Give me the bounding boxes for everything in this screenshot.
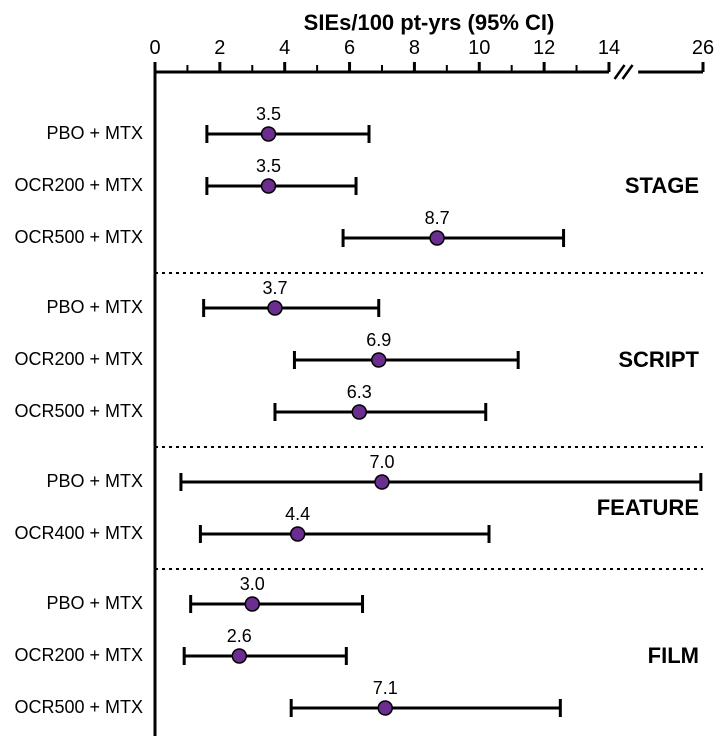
svg-text:8: 8 xyxy=(409,37,420,59)
svg-text:6.3: 6.3 xyxy=(347,382,372,402)
svg-text:12: 12 xyxy=(533,37,555,59)
svg-text:FEATURE: FEATURE xyxy=(597,495,699,520)
svg-text:OCR500 + MTX: OCR500 + MTX xyxy=(14,401,143,421)
svg-text:FILM: FILM xyxy=(648,643,699,668)
svg-text:0: 0 xyxy=(149,37,160,59)
svg-text:3.5: 3.5 xyxy=(256,156,281,176)
svg-text:3.5: 3.5 xyxy=(256,104,281,124)
svg-text:3.0: 3.0 xyxy=(240,574,265,594)
svg-text:7.0: 7.0 xyxy=(369,452,394,472)
svg-text:3.7: 3.7 xyxy=(262,278,287,298)
svg-text:PBO + MTX: PBO + MTX xyxy=(46,593,143,613)
svg-text:SIEs/100 pt-yrs (95% CI): SIEs/100 pt-yrs (95% CI) xyxy=(304,10,555,35)
svg-text:OCR200 + MTX: OCR200 + MTX xyxy=(14,645,143,665)
svg-text:PBO + MTX: PBO + MTX xyxy=(46,471,143,491)
svg-text:7.1: 7.1 xyxy=(373,678,398,698)
forest-plot-svg: SIEs/100 pt-yrs (95% CI) 0 2 4 6 8 10 12 14 26 PBO… xyxy=(0,0,728,736)
svg-text:8.7: 8.7 xyxy=(425,208,450,228)
svg-text:SCRIPT: SCRIPT xyxy=(618,347,699,372)
svg-text:6: 6 xyxy=(344,37,355,59)
svg-text:4.4: 4.4 xyxy=(285,504,310,524)
svg-text:2.6: 2.6 xyxy=(227,626,252,646)
svg-text:14: 14 xyxy=(598,37,620,59)
svg-text:STAGE: STAGE xyxy=(625,173,699,198)
svg-text:26: 26 xyxy=(692,37,714,59)
svg-text:OCR500 + MTX: OCR500 + MTX xyxy=(14,227,143,247)
svg-text:OCR200 + MTX: OCR200 + MTX xyxy=(14,349,143,369)
svg-text:OCR500 + MTX: OCR500 + MTX xyxy=(14,697,143,717)
forest-plot: SIEs/100 pt-yrs (95% CI) 0 2 4 6 8 10 12 14 26 PBO… xyxy=(0,0,728,736)
svg-text:OCR400 + MTX: OCR400 + MTX xyxy=(14,523,143,543)
svg-text:OCR200 + MTX: OCR200 + MTX xyxy=(14,175,143,195)
svg-text:10: 10 xyxy=(468,37,490,59)
svg-text:4: 4 xyxy=(279,37,290,59)
svg-text:6.9: 6.9 xyxy=(366,330,391,350)
svg-text:PBO + MTX: PBO + MTX xyxy=(46,297,143,317)
svg-text:2: 2 xyxy=(214,37,225,59)
svg-text:PBO + MTX: PBO + MTX xyxy=(46,123,143,143)
